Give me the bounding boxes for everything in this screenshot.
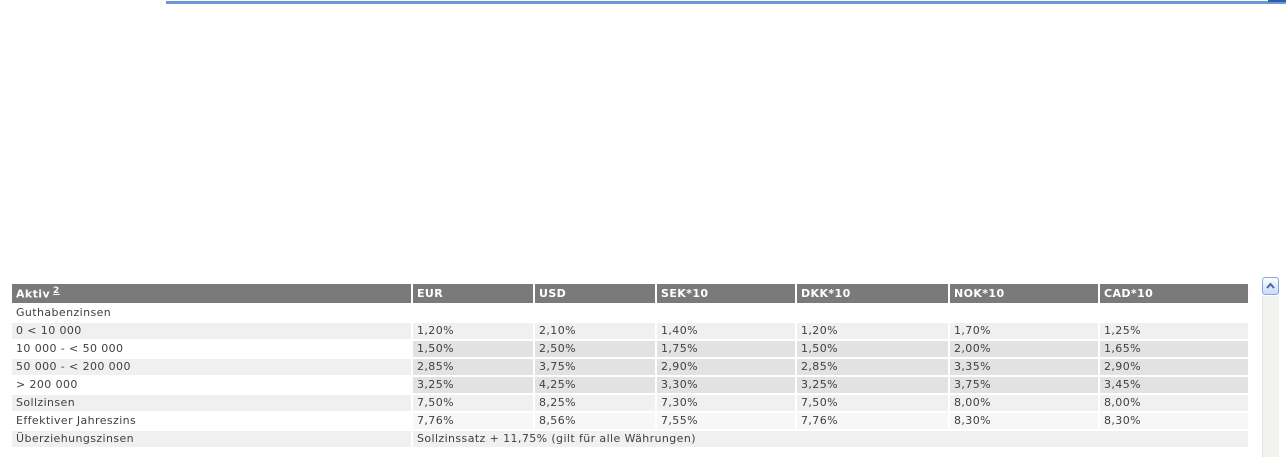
interest-rates-table: Aktiv 2 EUR USD SEK*10 DKK*10 NOK*10 CAD*10 Gu… [10,282,1250,449]
header-col-usd: USD [535,284,655,303]
rate-cell: 8,30% [1100,413,1248,429]
rate-cell: 3,35% [950,359,1098,375]
row-label: 10 000 - < 50 000 [12,341,411,357]
rate-cell: 7,50% [797,395,948,411]
scroll-up-button[interactable] [1262,277,1279,295]
header-col-nok10: NOK*10 [950,284,1098,303]
table-row: 50 000 - < 200 000 2,85% 3,75% 2,90% 2,85% 3,… [12,359,1248,375]
header-col-sek10: SEK*10 [657,284,795,303]
row-label: Überziehungszinsen [12,431,411,447]
rate-cell: 3,75% [535,359,655,375]
rate-cell: 8,25% [535,395,655,411]
rate-cell: 2,00% [950,341,1098,357]
rate-cell: 1,20% [413,323,533,339]
table-row: 10 000 - < 50 000 1,50% 2,50% 1,75% 1,50% 2,0… [12,341,1248,357]
rate-cell: 7,30% [657,395,795,411]
rate-cell: 7,50% [413,395,533,411]
rate-cell: 3,25% [413,377,533,393]
header-col-eur: EUR [413,284,533,303]
top-divider [166,1,1286,4]
rate-cell: 1,50% [797,341,948,357]
rate-cell: 4,25% [535,377,655,393]
rate-cell: 3,45% [1100,377,1248,393]
rate-cell: 3,25% [797,377,948,393]
rate-cell: 8,00% [950,395,1098,411]
row-label: Sollzinsen [12,395,411,411]
rate-cell: 8,56% [535,413,655,429]
top-divider-corner [1268,0,1286,2]
footnote-2-link[interactable]: 2 [53,286,60,297]
note-cell: Sollzinssatz + 11,75% (gilt für alle Wäh… [413,431,1248,447]
row-label: 0 < 10 000 [12,323,411,339]
rate-cell: 1,65% [1100,341,1248,357]
vertical-scrollbar[interactable] [1262,277,1279,457]
rate-cell: 1,20% [797,323,948,339]
row-label: Guthabenzinsen [12,305,411,321]
rate-cell: 7,76% [413,413,533,429]
rate-cell: 7,76% [797,413,948,429]
rate-cell: 2,90% [1100,359,1248,375]
table-row: > 200 000 3,25% 4,25% 3,30% 3,25% 3,75% 3,45% [12,377,1248,393]
table-row: Effektiver Jahreszins 7,76% 8,56% 7,55% 7,76… [12,413,1248,429]
table-header-row: Aktiv 2 EUR USD SEK*10 DKK*10 NOK*10 CAD*10 [12,284,1248,303]
rate-cell: 2,85% [797,359,948,375]
rate-cell: 8,30% [950,413,1098,429]
rate-cell: 7,55% [657,413,795,429]
rate-cell: 2,90% [657,359,795,375]
table-row: 0 < 10 000 1,20% 2,10% 1,40% 1,20% 1,70% 1,25% [12,323,1248,339]
rate-cell: 1,70% [950,323,1098,339]
chevron-up-icon [1266,283,1275,289]
header-col-dkk10: DKK*10 [797,284,948,303]
rate-cell: 8,00% [1100,395,1248,411]
rate-cell: 2,85% [413,359,533,375]
table-row: Sollzinsen 7,50% 8,25% 7,30% 7,50% 8,00% 8,00% [12,395,1248,411]
rate-cell: 1,50% [413,341,533,357]
header-aktiv-label: Aktiv [16,287,51,301]
rate-cell: 2,50% [535,341,655,357]
row-label: > 200 000 [12,377,411,393]
header-aktiv: Aktiv 2 [12,284,411,303]
rate-cell: 1,75% [657,341,795,357]
section-spacer [413,305,1248,321]
row-label: 50 000 - < 200 000 [12,359,411,375]
table-row: Überziehungszinsen Sollzinssatz + 11,75% … [12,431,1248,447]
rate-cell: 2,10% [535,323,655,339]
rate-cell: 3,30% [657,377,795,393]
header-col-cad10: CAD*10 [1100,284,1248,303]
rate-cell: 1,40% [657,323,795,339]
scrollbar-track[interactable] [1262,296,1279,457]
rate-cell: 3,75% [950,377,1098,393]
row-label: Effektiver Jahreszins [12,413,411,429]
rate-cell: 1,25% [1100,323,1248,339]
table-row: Guthabenzinsen [12,305,1248,321]
